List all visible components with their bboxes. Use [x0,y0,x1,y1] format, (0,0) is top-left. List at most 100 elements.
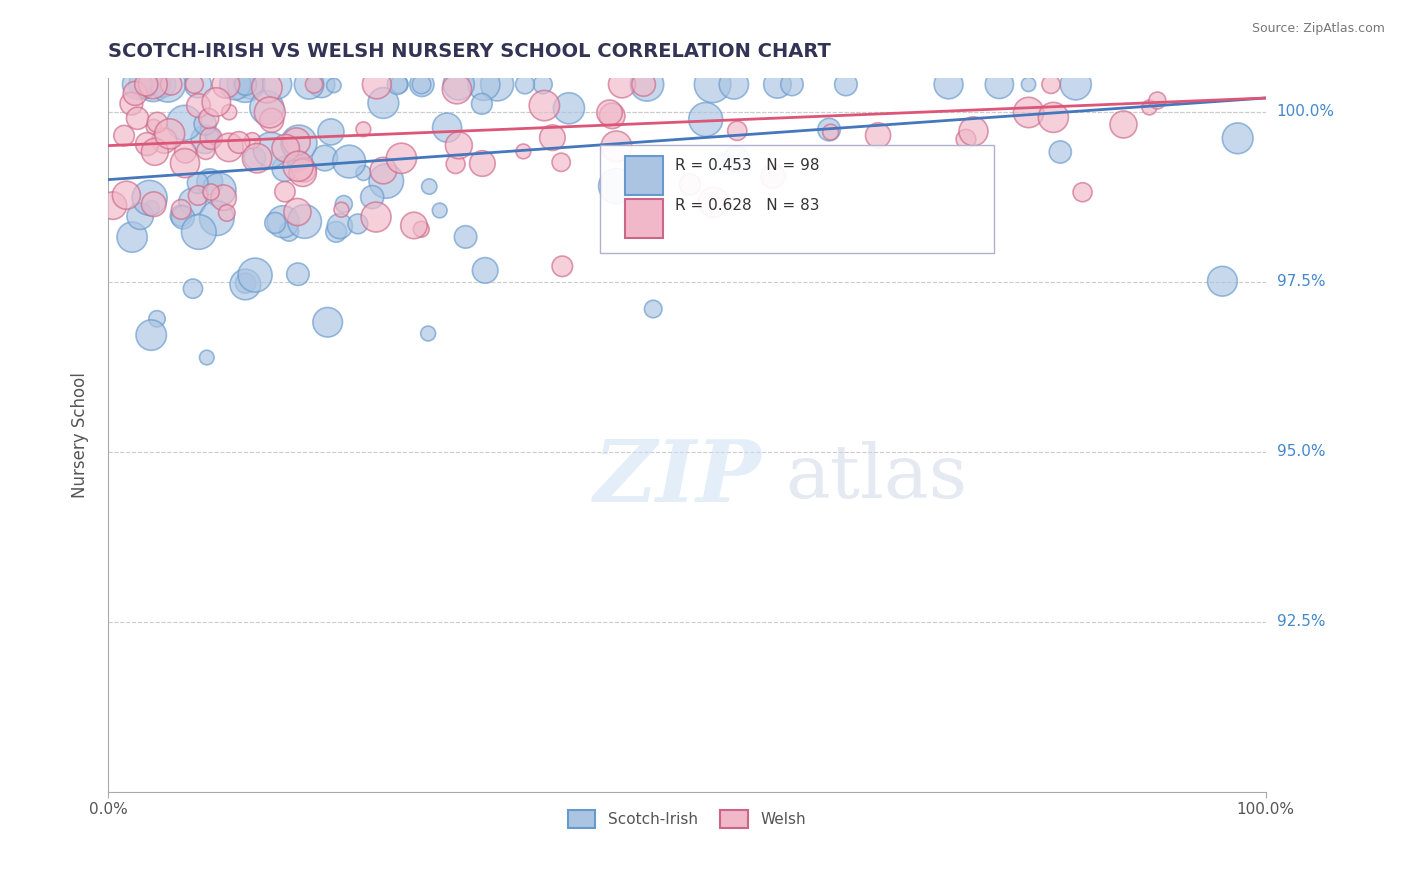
Point [364,210,387,224]
Point [411,78,433,92]
Point [136,137,159,152]
Point [486,78,509,92]
Point [447,138,470,153]
Point [454,230,477,244]
Point [389,151,412,165]
Point [274,141,297,155]
Point [156,78,179,92]
Point [187,78,209,92]
Point [337,154,360,169]
Point [256,80,278,95]
Point [436,120,458,135]
Point [361,190,384,204]
Point [541,130,564,145]
Point [287,159,309,173]
Point [194,132,217,146]
Point [205,95,228,109]
Point [387,78,409,92]
Point [243,268,266,282]
Point [292,162,315,177]
Point [138,191,160,205]
Point [187,98,209,112]
Point [187,225,209,239]
Point [695,112,717,127]
Point [723,78,745,92]
Point [600,109,623,123]
Text: 97.5%: 97.5% [1277,274,1326,289]
Point [212,191,235,205]
Point [132,78,155,92]
Point [446,82,468,96]
Point [1137,100,1160,114]
Point [187,188,209,202]
Point [259,105,281,120]
Point [160,78,183,92]
Y-axis label: Nursery School: Nursery School [72,372,89,498]
Point [142,120,165,134]
Text: 100.0%: 100.0% [1277,104,1334,120]
Point [702,195,724,210]
Bar [626,156,662,195]
Text: SCOTCH-IRISH VS WELSH NURSERY SCHOOL CORRELATION CHART: SCOTCH-IRISH VS WELSH NURSERY SCHOOL COR… [108,42,831,61]
Point [101,199,124,213]
Point [955,132,977,146]
Point [352,122,374,136]
Point [988,78,1011,92]
Point [1071,186,1094,200]
Point [246,151,269,165]
Point [112,128,135,143]
Point [152,78,174,92]
Point [512,145,534,159]
Point [218,105,240,120]
Point [330,202,353,217]
Point [224,78,246,92]
Point [194,117,217,131]
Point [124,87,146,101]
Point [127,78,149,92]
Point [633,78,655,92]
Point [172,211,194,225]
Point [170,209,193,223]
Point [818,122,841,136]
Point [472,78,495,92]
Point [288,153,311,168]
Bar [626,199,662,238]
Point [347,217,370,231]
Point [218,140,240,154]
Point [146,115,169,129]
Point [444,157,467,171]
Point [531,78,554,92]
Point [121,230,143,244]
Point [679,178,702,192]
Point [273,161,295,176]
Point [447,78,470,92]
Point [605,179,627,194]
Point [260,113,283,128]
Point [411,78,433,92]
Point [115,188,138,202]
Point [1042,111,1064,125]
Point [780,78,803,92]
Point [474,263,496,277]
Point [314,151,336,165]
Point [194,144,217,158]
Point [200,131,222,145]
Point [287,205,309,219]
Point [266,78,288,92]
Legend: Scotch-Irish, Welsh: Scotch-Irish, Welsh [562,804,811,834]
Point [1146,94,1168,108]
Point [402,219,425,233]
Point [205,211,228,226]
Point [551,260,574,274]
Text: atlas: atlas [785,442,967,514]
Point [141,328,163,343]
Point [228,136,250,150]
Point [271,215,294,229]
Point [636,78,658,92]
Point [183,78,205,92]
Point [153,134,176,148]
Point [285,135,308,149]
Point [938,78,960,92]
Point [1226,131,1249,145]
Point [288,136,311,150]
